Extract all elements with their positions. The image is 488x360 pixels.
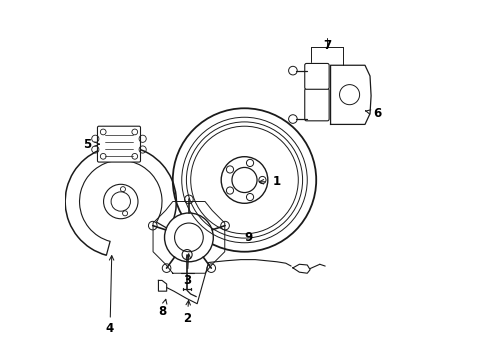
Text: 9: 9	[244, 231, 252, 244]
FancyBboxPatch shape	[304, 63, 328, 89]
Text: 5: 5	[82, 138, 91, 150]
Text: 6: 6	[372, 107, 381, 120]
FancyBboxPatch shape	[304, 89, 328, 121]
Text: 3: 3	[183, 274, 191, 287]
Circle shape	[164, 213, 213, 262]
Text: 7: 7	[322, 39, 330, 52]
FancyBboxPatch shape	[97, 126, 140, 162]
Text: 8: 8	[158, 306, 166, 319]
Text: 1: 1	[272, 175, 280, 188]
Circle shape	[172, 108, 316, 252]
Text: 2: 2	[183, 311, 191, 325]
Text: 4: 4	[106, 322, 114, 335]
